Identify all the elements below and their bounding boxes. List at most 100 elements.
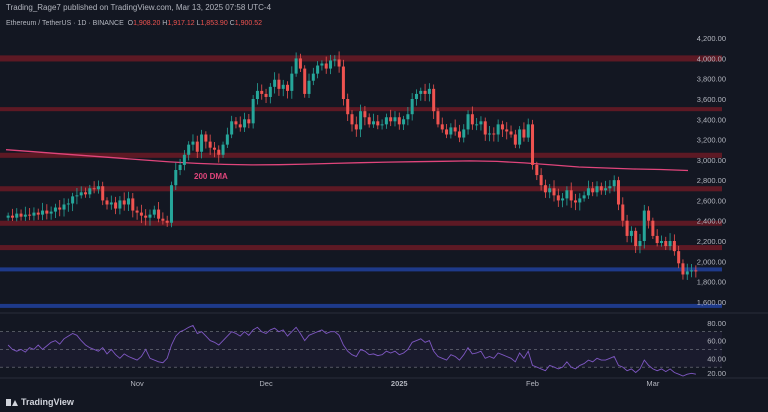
support-line-1 xyxy=(0,303,722,308)
open-value: 1,908.20 xyxy=(133,20,161,27)
candle-body xyxy=(277,79,281,89)
candle-body xyxy=(182,154,186,165)
candle-body xyxy=(578,198,582,203)
candle-body xyxy=(513,134,517,145)
candle-body xyxy=(677,251,681,264)
candle-body xyxy=(449,127,453,135)
candle-body xyxy=(384,117,388,125)
candle-body xyxy=(212,147,216,150)
candle-body xyxy=(402,119,406,125)
candle-body xyxy=(255,90,259,99)
candle-body xyxy=(15,213,19,218)
zone-band-0 xyxy=(0,55,722,62)
rsi-axis-tick: 60.00 xyxy=(707,337,726,346)
candle-body xyxy=(290,73,294,91)
publisher-caption: Trading_Rage7 published on TradingView.c… xyxy=(6,3,272,12)
candle-body xyxy=(114,202,118,209)
candle-body xyxy=(625,220,629,236)
candle-body xyxy=(346,99,350,115)
candle-body xyxy=(466,114,470,130)
price-axis-tick: 4,200.00 xyxy=(697,34,726,43)
candle-body xyxy=(522,129,526,138)
candle-body xyxy=(96,186,100,190)
candle-body xyxy=(414,93,418,99)
price-axis-tick: 3,600.00 xyxy=(697,95,726,104)
candle-body xyxy=(148,214,152,218)
candle-body xyxy=(457,131,461,138)
ohlc-legend: Ethereum / TetherUS · 1D · BINANCE O1,90… xyxy=(6,20,262,27)
candle-body xyxy=(187,144,191,155)
candle-body xyxy=(23,214,27,217)
candle-body xyxy=(427,88,431,94)
candle-body xyxy=(157,209,161,219)
candle-body xyxy=(526,124,530,138)
candle-body xyxy=(685,271,689,275)
candle-body xyxy=(178,164,182,170)
rsi-axis-tick: 20.00 xyxy=(707,369,726,378)
dma-200-line xyxy=(5,149,689,172)
candle-body xyxy=(139,212,143,216)
zone-band-5 xyxy=(0,245,722,251)
candle-body xyxy=(586,188,590,196)
candle-body xyxy=(367,117,371,125)
candle-body xyxy=(655,235,659,244)
candle-body xyxy=(376,121,380,126)
candle-body xyxy=(659,241,663,244)
candle-body xyxy=(264,93,268,97)
candle-body xyxy=(612,180,616,187)
candle-body xyxy=(488,133,492,135)
candle-body xyxy=(225,134,229,145)
candle-body xyxy=(79,192,83,196)
candle-body xyxy=(616,180,620,205)
close-value: 1,900.52 xyxy=(234,20,262,27)
candle-body xyxy=(591,188,595,193)
candle-body xyxy=(337,59,341,67)
high-value: 1,917.12 xyxy=(167,20,195,27)
candle-body xyxy=(681,263,685,275)
candle-body xyxy=(634,230,638,247)
tradingview-brand: TradingView xyxy=(21,397,74,407)
price-axis-tick: 2,200.00 xyxy=(697,237,726,246)
time-axis-label: Nov xyxy=(130,379,144,388)
candle-body xyxy=(479,121,483,125)
candle-body xyxy=(419,90,423,94)
candle-body xyxy=(251,99,255,124)
candle-body xyxy=(389,117,393,122)
candle-body xyxy=(363,111,367,118)
candle-body xyxy=(152,209,156,215)
candle-body xyxy=(462,129,466,138)
candle-body xyxy=(10,215,14,218)
candle-body xyxy=(595,186,599,193)
candle-body xyxy=(41,210,45,215)
candle-body xyxy=(316,65,320,74)
zone-band-2 xyxy=(0,152,722,158)
tradingview-logo[interactable]: TradingView xyxy=(6,397,74,407)
candle-body xyxy=(88,188,92,195)
candle-body xyxy=(531,124,535,165)
candle-body xyxy=(144,215,148,218)
candle-body xyxy=(311,73,315,81)
candle-body xyxy=(423,90,427,94)
candle-body xyxy=(509,131,513,135)
candle-body xyxy=(135,210,139,213)
price-axis-tick: 2,800.00 xyxy=(697,176,726,185)
candle-body xyxy=(71,196,75,204)
candle-body xyxy=(208,141,212,148)
candle-body xyxy=(221,144,225,155)
price-axis-tick: 2,400.00 xyxy=(697,217,726,226)
candle-body xyxy=(303,68,307,94)
candle-body xyxy=(483,121,487,135)
dma-200-label: 200 DMA xyxy=(194,172,228,181)
candle-body xyxy=(406,114,410,120)
price-chart[interactable]: 200 DMA 4,200.00 4,000.00 3,800.00 3,600.00 3… xyxy=(0,0,768,392)
candle-body xyxy=(393,117,397,122)
zone-band-3 xyxy=(0,186,722,192)
candle-body xyxy=(66,203,70,205)
candle-body xyxy=(195,141,199,152)
candle-body xyxy=(131,198,135,211)
price-axis-tick: 2,000.00 xyxy=(697,257,726,266)
candle-body xyxy=(49,211,53,214)
candle-body xyxy=(496,124,500,135)
low-label: L xyxy=(196,20,201,27)
candle-body xyxy=(694,270,698,272)
